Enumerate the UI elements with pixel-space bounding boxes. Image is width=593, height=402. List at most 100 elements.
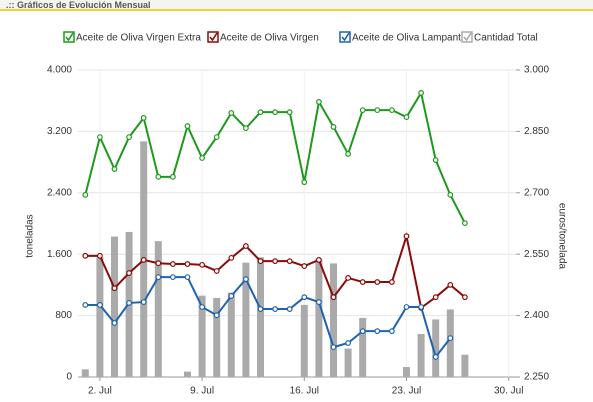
y2-tick-label: 3.000 bbox=[524, 65, 549, 76]
bar bbox=[154, 241, 162, 377]
point bbox=[96, 252, 103, 259]
x-tick-label: 2. Jul bbox=[88, 386, 112, 397]
legend-item[interactable]: Aceite de Oliva Virgen Extra bbox=[63, 31, 201, 44]
point bbox=[462, 220, 468, 226]
bar bbox=[330, 263, 337, 377]
legend-item[interactable]: Aceite de Oliva Lampante bbox=[339, 31, 467, 44]
y2-tick-label: 2.400 bbox=[524, 310, 549, 321]
bar bbox=[81, 369, 89, 377]
point bbox=[301, 263, 308, 269]
point bbox=[155, 260, 162, 267]
point bbox=[184, 274, 191, 281]
bar bbox=[403, 367, 410, 377]
y2-tick-label: 2.550 bbox=[524, 249, 549, 260]
legend-checkbox bbox=[63, 31, 75, 43]
point bbox=[213, 134, 220, 141]
bar bbox=[213, 297, 221, 377]
chart: toneladas euros/tonelada 0 800 1.600 2.400 3… bbox=[25, 31, 567, 397]
y-tick-label: 0 bbox=[66, 372, 72, 383]
point bbox=[359, 107, 366, 114]
y-tick-label: 3.200 bbox=[47, 126, 72, 137]
bar bbox=[96, 257, 104, 377]
point bbox=[140, 299, 147, 305]
point bbox=[374, 328, 381, 335]
point bbox=[418, 304, 425, 310]
point bbox=[155, 173, 162, 180]
point bbox=[330, 294, 337, 301]
point bbox=[316, 257, 322, 263]
point bbox=[199, 261, 206, 268]
point bbox=[213, 312, 220, 319]
bar bbox=[184, 371, 191, 377]
point bbox=[432, 157, 439, 163]
point bbox=[462, 294, 468, 301]
point bbox=[82, 302, 89, 308]
point bbox=[82, 252, 89, 259]
point bbox=[111, 166, 118, 172]
y-tick-label: 1.600 bbox=[47, 249, 72, 260]
legend-checkbox bbox=[461, 31, 473, 43]
point bbox=[126, 134, 133, 141]
point bbox=[345, 340, 352, 346]
point bbox=[301, 294, 308, 301]
point bbox=[184, 261, 191, 267]
point bbox=[403, 304, 410, 310]
point bbox=[316, 299, 322, 305]
legend-check bbox=[209, 32, 218, 42]
bar bbox=[432, 319, 440, 377]
point bbox=[228, 293, 235, 299]
point bbox=[389, 279, 395, 285]
point bbox=[242, 243, 249, 249]
point bbox=[228, 110, 235, 116]
legend-checkbox bbox=[207, 31, 219, 43]
point bbox=[257, 306, 264, 312]
point bbox=[286, 109, 293, 116]
header-title: .:: Gráficos de Evolución Mensual bbox=[0, 0, 593, 11]
point bbox=[286, 306, 293, 312]
point bbox=[345, 275, 352, 281]
x-tick-label: 16. Jul bbox=[290, 386, 319, 397]
point bbox=[272, 109, 279, 116]
point bbox=[155, 274, 162, 281]
point bbox=[82, 191, 89, 198]
legend-item[interactable]: Cantidad Total bbox=[461, 31, 538, 44]
point bbox=[228, 254, 235, 261]
point bbox=[447, 191, 454, 198]
point bbox=[140, 114, 147, 121]
legend-check bbox=[463, 32, 472, 42]
bar bbox=[227, 292, 235, 377]
y2-tick-label: 2.250 bbox=[524, 372, 549, 383]
point bbox=[447, 335, 454, 342]
bar bbox=[461, 354, 469, 377]
y-tick-label: 800 bbox=[55, 310, 72, 321]
point bbox=[126, 300, 133, 306]
legend-label: Aceite de Oliva Virgen Extra bbox=[76, 33, 201, 44]
point bbox=[96, 134, 103, 141]
point bbox=[359, 328, 366, 335]
point bbox=[96, 302, 103, 308]
x-tick-label: 30. Jul bbox=[494, 386, 523, 397]
point bbox=[257, 109, 264, 116]
legend-label: Aceite de Oliva Lampante bbox=[352, 33, 467, 44]
point bbox=[359, 279, 366, 285]
legend-check bbox=[65, 32, 74, 42]
point bbox=[111, 285, 118, 292]
bar bbox=[198, 295, 206, 377]
point bbox=[213, 268, 220, 274]
legend-item[interactable]: Aceite de Oliva Virgen bbox=[207, 31, 319, 44]
bar bbox=[111, 236, 118, 377]
point bbox=[199, 304, 206, 310]
x-tick-label: 9. Jul bbox=[190, 386, 214, 397]
bar bbox=[344, 348, 352, 377]
point bbox=[432, 354, 439, 360]
point bbox=[418, 90, 425, 96]
bar bbox=[359, 317, 367, 377]
line bbox=[85, 276, 452, 360]
bar bbox=[417, 334, 425, 377]
x-tick-label: 23. Jul bbox=[392, 386, 421, 397]
point bbox=[389, 107, 395, 114]
point bbox=[301, 179, 308, 186]
point bbox=[140, 257, 147, 263]
y2-tick-label: 2.850 bbox=[524, 126, 549, 137]
